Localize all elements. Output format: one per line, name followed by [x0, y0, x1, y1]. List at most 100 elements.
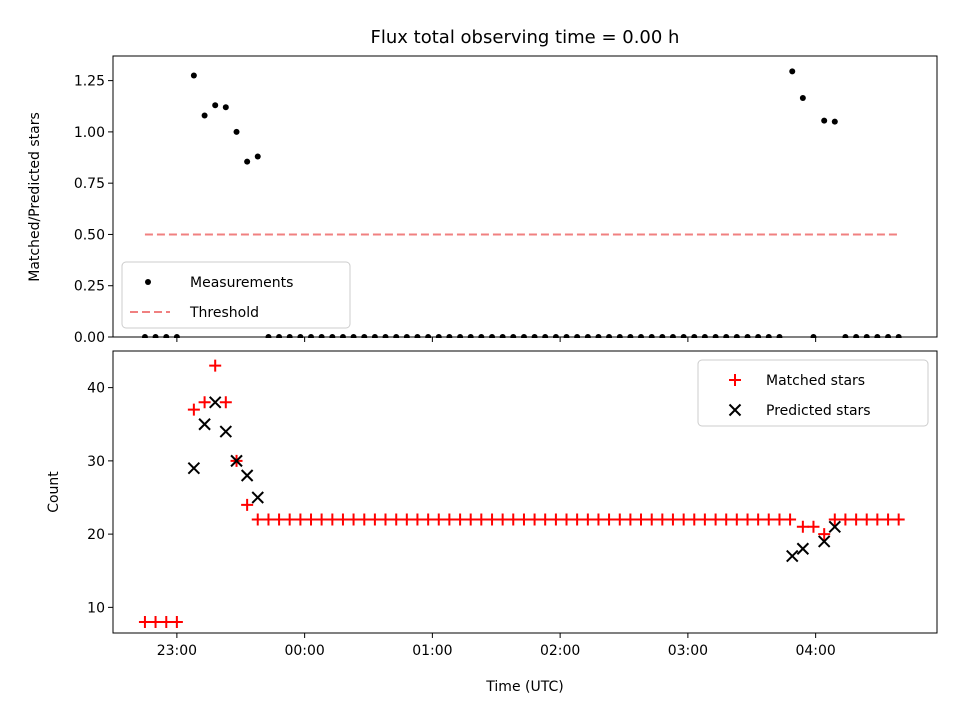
measurements-point: [595, 334, 602, 338]
measurements-point: [765, 334, 772, 338]
matched-stars-point: [422, 513, 435, 526]
top-series-group: [141, 68, 902, 338]
measurements-point: [701, 334, 708, 338]
predicted-stars-point: [817, 535, 831, 548]
matched-stars-point: [796, 520, 809, 533]
top-panel: Flux total observing time = 0.00 h Match…: [27, 27, 938, 346]
matched-stars-point: [294, 513, 307, 526]
top-plot-area: 0.00 0.25 0.50 0.75 1.00 1.25 Measurements Thre…: [74, 55, 938, 346]
measurements-point: [874, 334, 881, 338]
matched-stars-legend-label: Matched stars: [766, 373, 865, 389]
measurements-point: [435, 334, 442, 338]
matched-stars-point: [882, 513, 895, 526]
bottom-y-axis-label: Count: [46, 471, 62, 513]
matched-stars-point: [390, 513, 403, 526]
measurements-point: [606, 334, 613, 338]
matched-stars-point: [241, 498, 254, 511]
measurements-point: [308, 334, 315, 338]
matched-stars-point: [773, 513, 786, 526]
measurements-point: [669, 334, 676, 338]
top-y-axis-label: Matched/Predicted stars: [27, 112, 43, 282]
matched-stars-point: [170, 616, 183, 629]
top-chart-title: Flux total observing time = 0.00 h: [371, 27, 680, 48]
measurements-point: [286, 334, 293, 338]
measurements-point: [361, 334, 368, 338]
measurements-point: [318, 334, 325, 338]
measurements-point: [712, 334, 719, 338]
measurements-point: [350, 334, 357, 338]
predicted-stars-point: [219, 425, 233, 438]
measurements-point: [584, 334, 591, 338]
matched-stars-point: [464, 513, 477, 526]
matched-stars-point: [730, 513, 743, 526]
top-ytick-label: 0.25: [74, 279, 105, 295]
measurements-legend-label: Measurements: [190, 275, 293, 291]
matched-stars-point: [828, 513, 841, 526]
bottom-axes-frame: [112, 350, 938, 634]
measurements-point: [821, 117, 828, 124]
matched-stars-point: [358, 513, 371, 526]
measurements-point: [895, 334, 902, 338]
matched-stars-point: [138, 616, 151, 629]
measurements-point: [810, 334, 817, 338]
matched-stars-point: [871, 513, 884, 526]
measurements-point: [457, 334, 464, 338]
predicted-stars-point: [230, 454, 243, 468]
top-ytick-label: 1.00: [74, 125, 105, 141]
measurements-point: [520, 334, 527, 338]
matched-stars-point: [262, 513, 275, 526]
measurements-point: [563, 334, 570, 338]
bottom-xtick-label: 02:00: [540, 643, 580, 659]
matched-stars-point: [432, 513, 445, 526]
predicted-stars-point: [828, 520, 842, 533]
matched-stars-point: [443, 513, 456, 526]
measurements-point: [212, 102, 219, 109]
measurements-point: [467, 334, 474, 338]
bottom-legend-box: [697, 359, 929, 427]
matched-stars-point: [219, 396, 232, 409]
matched-stars-point: [592, 513, 605, 526]
measurements-point: [499, 334, 506, 338]
matched-stars-point: [762, 513, 775, 526]
matched-stars-point: [496, 513, 509, 526]
bottom-plot-area: 10 20 30 40 23:00 00:00 01:00 02:00 03:00 04:00 Ma…: [87, 350, 938, 659]
measurements-point: [723, 334, 730, 338]
predicted-stars-legend-label: Predicted stars: [766, 403, 871, 419]
matched-stars-point: [336, 513, 349, 526]
bottom-xtick-label: 03:00: [668, 643, 708, 659]
matched-stars-point: [160, 616, 173, 629]
predicted-stars-point: [208, 396, 222, 409]
measurements-point: [648, 334, 655, 338]
matched-stars-legend-swatch: [729, 374, 741, 386]
measurements-point: [329, 334, 336, 338]
predicted-stars-point: [251, 491, 264, 504]
matched-stars-point: [613, 513, 626, 526]
matched-stars-point: [645, 513, 658, 526]
measurements-point: [222, 104, 229, 111]
measurements-point: [190, 72, 197, 79]
measurements-point: [371, 334, 378, 338]
measurements-legend-swatch: [145, 279, 151, 285]
measurements-point: [842, 334, 849, 338]
matched-stars-point: [560, 513, 573, 526]
threshold-legend-label: Threshold: [189, 305, 259, 321]
measurements-point: [163, 334, 170, 338]
measurements-point: [254, 153, 261, 160]
matched-stars-point: [850, 513, 863, 526]
bottom-x-axis-label: Time (UTC): [485, 679, 563, 695]
matched-stars-point: [283, 513, 296, 526]
bottom-xtick-label: 23:00: [157, 643, 197, 659]
matched-stars-point: [892, 513, 905, 526]
matched-stars-point: [507, 513, 520, 526]
bottom-xtick-label: 01:00: [412, 643, 452, 659]
matched-stars-point: [603, 513, 616, 526]
matched-stars-point: [347, 513, 360, 526]
measurements-point: [233, 128, 240, 135]
matched-stars-point: [326, 513, 339, 526]
matched-stars-point: [187, 403, 200, 416]
matched-stars-point: [634, 513, 647, 526]
top-ytick-label: 0.75: [74, 176, 105, 192]
matched-stars-point: [784, 513, 797, 526]
matched-stars-point: [860, 513, 873, 526]
